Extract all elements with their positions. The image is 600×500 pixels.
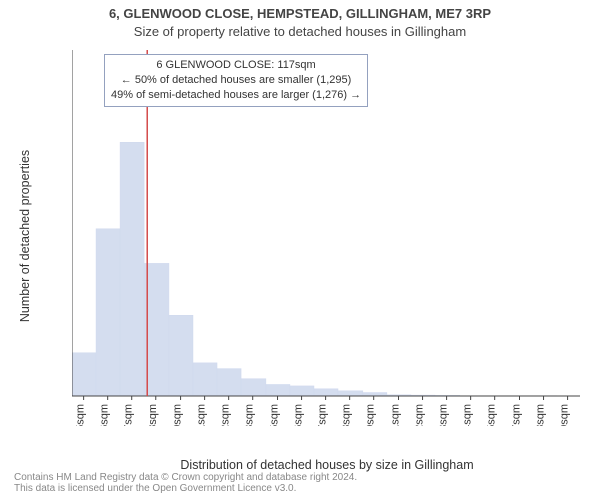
x-axis-label: Distribution of detached houses by size …	[72, 458, 582, 472]
x-tick-label: 222sqm	[220, 404, 232, 426]
chart-subtitle: Size of property relative to detached ho…	[0, 24, 600, 39]
x-tick-label: 316sqm	[293, 404, 305, 426]
x-tick-label: 66sqm	[99, 404, 111, 426]
histogram-bar	[363, 393, 387, 396]
histogram-bar	[72, 353, 96, 396]
footer-attribution: Contains HM Land Registry data © Crown c…	[14, 472, 357, 494]
info-box-line2: ← 50% of detached houses are smaller (1,…	[111, 73, 361, 88]
x-tick-label: 628sqm	[535, 404, 547, 426]
histogram-bar	[314, 389, 338, 396]
histogram-bar	[193, 363, 217, 396]
x-tick-label: 441sqm	[390, 404, 402, 426]
x-tick-label: 160sqm	[172, 404, 184, 426]
x-tick-label: 659sqm	[559, 404, 571, 426]
histogram-bar	[169, 315, 193, 396]
histogram-bar	[96, 229, 120, 396]
info-box-line3: 49% of semi-detached houses are larger (…	[111, 88, 361, 103]
x-tick-label: 97sqm	[123, 404, 135, 426]
x-tick-label: 35sqm	[75, 404, 87, 426]
x-tick-label: 597sqm	[511, 404, 523, 426]
histogram-bar	[241, 379, 266, 396]
x-tick-label: 378sqm	[341, 404, 353, 426]
x-tick-label: 347sqm	[317, 404, 329, 426]
x-tick-label: 409sqm	[365, 404, 377, 426]
reference-info-box: 6 GLENWOOD CLOSE: 117sqm ← 50% of detach…	[104, 54, 368, 107]
y-axis-label: Number of detached properties	[18, 46, 32, 426]
x-tick-label: 253sqm	[244, 404, 256, 426]
x-tick-label: 565sqm	[486, 404, 498, 426]
x-tick-label: 534sqm	[462, 404, 474, 426]
x-tick-label: 128sqm	[147, 404, 159, 426]
x-tick-label: 285sqm	[269, 404, 281, 426]
histogram-bar	[120, 142, 144, 396]
x-tick-label: 191sqm	[196, 404, 208, 426]
chart-title: 6, GLENWOOD CLOSE, HEMPSTEAD, GILLINGHAM…	[0, 6, 600, 21]
x-tick-label: 472sqm	[414, 404, 426, 426]
histogram-bar	[217, 369, 241, 396]
info-box-line1: 6 GLENWOOD CLOSE: 117sqm	[111, 58, 361, 73]
histogram-bar	[338, 391, 363, 396]
histogram-bar	[266, 384, 290, 396]
histogram-bar	[290, 386, 314, 396]
x-tick-label: 503sqm	[438, 404, 450, 426]
